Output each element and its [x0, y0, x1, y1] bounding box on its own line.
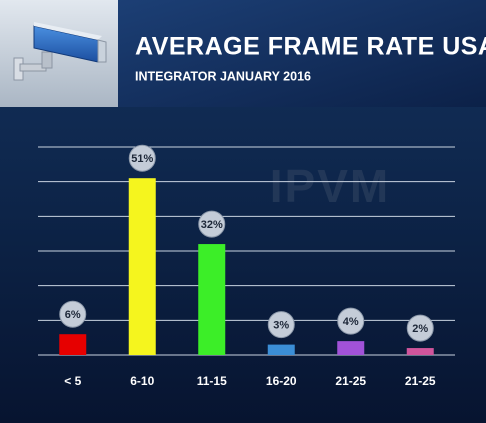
value-label: 3% — [273, 320, 289, 332]
bar — [337, 341, 365, 355]
chart-subtitle: INTEGRATOR JANUARY 2016 — [135, 69, 311, 83]
x-tick-label: 16-20 — [266, 374, 297, 388]
x-tick-label: 21-25 — [335, 374, 366, 388]
value-label-badge — [267, 311, 295, 339]
camera-icon — [0, 0, 118, 107]
value-label: 51% — [131, 153, 153, 165]
chart-title: AVERAGE FRAME RATE USAGE — [135, 33, 486, 61]
value-label-badge — [59, 300, 87, 328]
value-label-badge — [406, 314, 434, 342]
value-label-badge — [337, 307, 365, 335]
value-label-badge — [198, 210, 226, 238]
x-tick-label: 6-10 — [130, 374, 154, 388]
x-tick-label: 11-15 — [197, 374, 227, 388]
value-label: 4% — [343, 316, 359, 328]
bar — [59, 334, 87, 355]
bar — [267, 344, 295, 355]
watermark: IPVM — [270, 160, 390, 212]
bar — [128, 178, 156, 355]
x-tick-label: < 5 — [64, 374, 81, 388]
value-label: 2% — [412, 323, 428, 335]
value-label: 6% — [65, 309, 81, 321]
x-tick-label: 21-25 — [405, 374, 436, 388]
value-label: 32% — [201, 219, 223, 231]
bar — [406, 348, 434, 355]
bar — [198, 244, 226, 355]
header — [118, 0, 486, 107]
value-label-badge — [128, 144, 156, 172]
